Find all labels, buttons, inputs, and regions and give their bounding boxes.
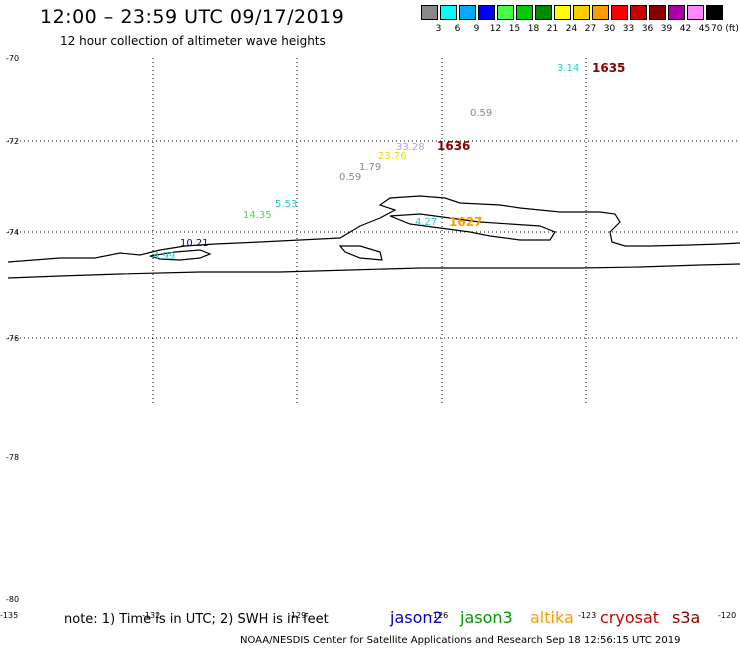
credit-line: NOAA/NESDIS Center for Satellite Applica… <box>240 635 681 646</box>
legend-swatch <box>706 5 723 20</box>
lat-label: -70 <box>6 54 19 63</box>
legend-swatch <box>611 5 628 20</box>
lat-label: -78 <box>6 453 19 462</box>
footer-note: note: 1) Time is in UTC; 2) SWH is in fe… <box>64 612 329 627</box>
sat-jason2: jason2 <box>390 608 443 627</box>
graticule <box>8 58 740 406</box>
wave-height-value: 14.35 <box>243 210 272 221</box>
legend-swatch <box>535 5 552 20</box>
legend-label: 6 <box>454 24 461 34</box>
sat-s3a: s3a <box>672 608 701 627</box>
pass-id: 1627 <box>449 215 482 229</box>
map-subtitle: 12 hour collection of altimeter wave hei… <box>60 34 326 48</box>
lon-label: -120 <box>718 611 736 620</box>
legend-swatch <box>497 5 514 20</box>
legend-label: 42 <box>679 24 692 34</box>
lat-label: -74 <box>6 228 19 237</box>
legend-swatch <box>668 5 685 20</box>
legend-swatch <box>630 5 647 20</box>
wave-height-value: 0.59 <box>470 108 492 119</box>
legend-swatch <box>421 5 438 20</box>
coastline-main <box>7 195 740 263</box>
ice-shelf-c <box>389 213 556 241</box>
wave-height-value: 5.53 <box>275 199 297 210</box>
legend-label: 9 <box>473 24 480 34</box>
lon-label: -129 <box>288 611 306 620</box>
legend-label: 33 <box>622 24 635 34</box>
color-legend: 3 6 9 12 15 18 21 24 27 30 33 36 39 42 45 70 (ft) <box>421 5 739 39</box>
legend-label: 18 <box>527 24 540 34</box>
legend-label: 24 <box>565 24 578 34</box>
wave-height-value: 4.99 <box>153 251 175 262</box>
legend-label: 15 <box>508 24 521 34</box>
lat-label: -76 <box>6 334 19 343</box>
legend-swatch <box>687 5 704 20</box>
wave-height-value: 0.59 <box>339 172 361 183</box>
legend-unit: 70 (ft) <box>711 24 739 34</box>
lon-label: -126 <box>430 611 448 620</box>
legend-label: 3 <box>435 24 442 34</box>
lon-label: -123 <box>578 611 596 620</box>
legend-swatch <box>649 5 666 20</box>
legend-label: 30 <box>603 24 616 34</box>
lon-label: -132 <box>142 611 160 620</box>
lon-label: -135 <box>0 611 18 620</box>
legend-swatch <box>459 5 476 20</box>
wave-height-value: 3.14 <box>557 63 579 74</box>
lon-labels: -135 -132 -129 -126 -123 -120 <box>0 611 736 620</box>
legend-label: 39 <box>660 24 673 34</box>
legend-swatch <box>478 5 495 20</box>
legend-swatch <box>592 5 609 20</box>
map-title: 12:00 – 23:59 UTC 09/17/2019 <box>40 6 345 28</box>
pass-id: 1635 <box>592 61 625 75</box>
legend-swatch <box>554 5 571 20</box>
legend-label: 45 <box>698 24 711 34</box>
wave-height-value: 33.28 <box>396 142 425 153</box>
ice-shelf-a <box>149 249 212 261</box>
legend-label: 12 <box>489 24 502 34</box>
legend-label: 27 <box>584 24 597 34</box>
lat-label: -80 <box>6 595 19 604</box>
pass-id: 1636 <box>437 139 470 153</box>
legend-label: 21 <box>546 24 559 34</box>
coastline <box>7 195 740 279</box>
sat-jason3: jason3 <box>460 608 513 627</box>
wave-height-value: 10.21 <box>180 238 209 249</box>
legend-swatch <box>573 5 590 20</box>
legend-label: 36 <box>641 24 654 34</box>
sat-cryosat: cryosat <box>600 608 660 627</box>
wave-height-value: 23.76 <box>378 151 407 162</box>
sat-altika: altika <box>530 608 574 627</box>
lat-label: -72 <box>6 137 19 146</box>
legend-swatch <box>440 5 457 20</box>
lat-labels: -70 -72 -74 -76 -78 -80 <box>6 54 19 604</box>
legend-swatch <box>516 5 533 20</box>
ice-shelf-b <box>338 245 383 261</box>
wave-height-observations: 3.14 1635 0.59 33.28 1636 23.76 1.79 0.5… <box>153 61 625 262</box>
wave-height-value: 1.79 <box>359 162 381 173</box>
coastline-shelf <box>7 263 740 279</box>
wave-height-value: 4.27 <box>415 217 437 228</box>
